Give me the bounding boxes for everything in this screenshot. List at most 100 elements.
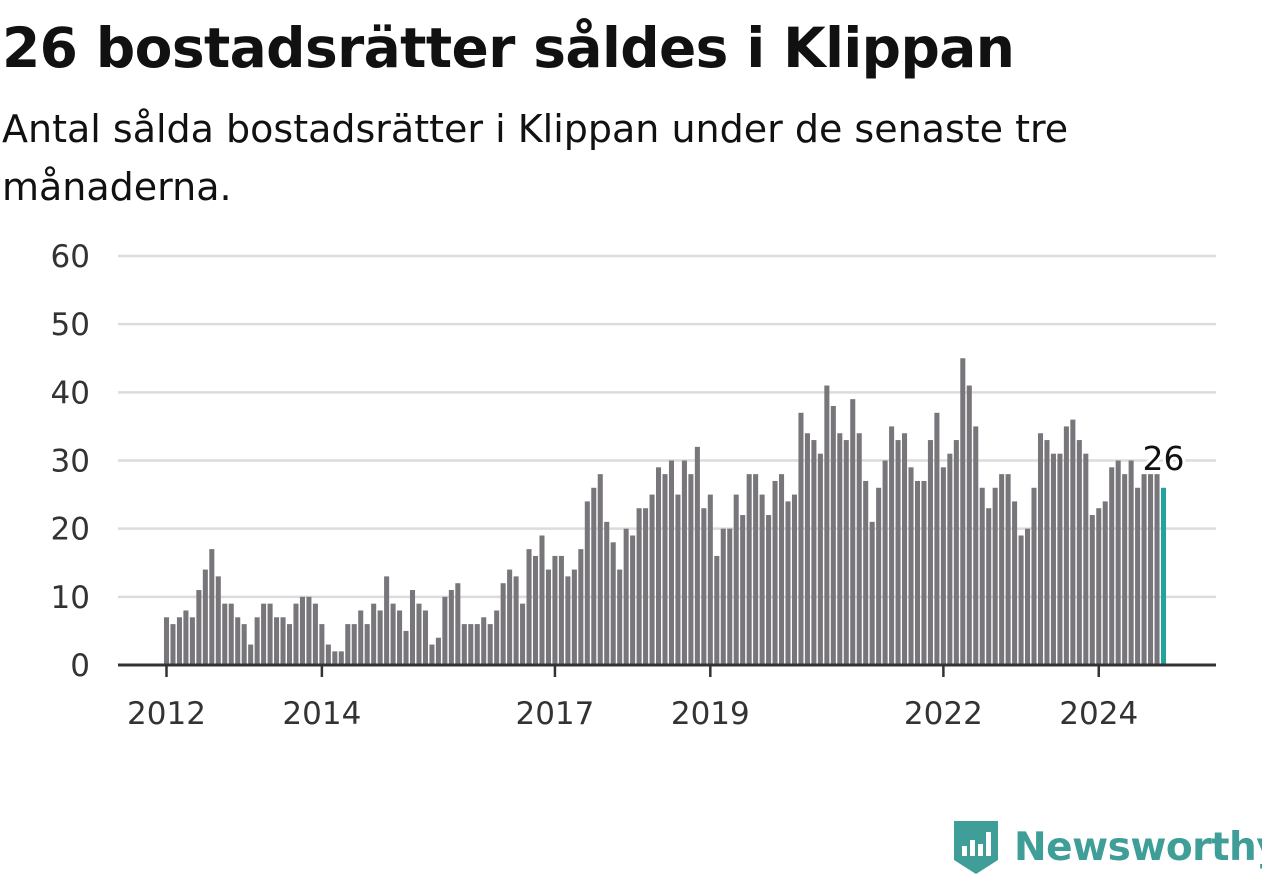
- bar-latest: [1160, 487, 1167, 665]
- bar: [753, 474, 759, 665]
- bar: [1128, 460, 1134, 665]
- bar: [1070, 419, 1076, 665]
- bar: [791, 494, 798, 665]
- bar: [565, 576, 571, 665]
- bar: [267, 603, 273, 665]
- bar-chart: 0 10 20 30 40 50 60 2012 2014 2017 2019 2022 2024 2…: [51, 239, 1216, 732]
- bar: [1102, 501, 1108, 665]
- bar: [636, 508, 642, 665]
- bar: [850, 399, 856, 665]
- bar: [163, 617, 170, 665]
- bar: [843, 440, 849, 665]
- y-tick-label: 10: [51, 580, 90, 616]
- bar: [584, 501, 590, 665]
- bar: [623, 528, 629, 665]
- bar: [345, 624, 351, 665]
- bar: [196, 590, 202, 665]
- bar: [630, 535, 636, 665]
- bar: [312, 603, 318, 665]
- bar: [953, 440, 959, 665]
- bar: [973, 426, 979, 665]
- bar: [481, 617, 487, 665]
- bar: [286, 624, 293, 665]
- bar: [604, 521, 610, 665]
- bar: [1063, 426, 1069, 665]
- bars: [163, 358, 1167, 665]
- bar: [202, 569, 208, 665]
- bar: [934, 412, 940, 665]
- bar: [921, 480, 927, 665]
- bar: [1012, 501, 1018, 665]
- bar: [1122, 474, 1128, 665]
- bar: [772, 480, 778, 665]
- bar: [1025, 528, 1031, 665]
- bar: [914, 480, 921, 665]
- bar: [856, 433, 862, 665]
- bar: [558, 555, 564, 665]
- bar: [319, 624, 325, 665]
- bar: [746, 474, 752, 665]
- bar: [545, 569, 551, 665]
- bar: [1109, 467, 1115, 665]
- bar: [409, 590, 416, 665]
- bar: [694, 446, 700, 665]
- x-tick-label: 2022: [904, 696, 983, 732]
- bar: [461, 624, 467, 665]
- bar: [1154, 474, 1160, 665]
- bar: [668, 460, 674, 665]
- y-tick-label: 60: [51, 239, 90, 275]
- y-axis: 0 10 20 30 40 50 60: [51, 239, 90, 684]
- bar: [332, 651, 338, 665]
- x-axis: 2012 2014 2017 2019 2022 2024: [127, 665, 1138, 732]
- bar: [1057, 453, 1063, 665]
- bar: [1037, 433, 1044, 665]
- bar: [662, 474, 668, 665]
- bar: [1083, 453, 1089, 665]
- chart-title: 26 bostadsrätter såldes i Klippan: [2, 16, 1015, 80]
- bar: [869, 521, 875, 665]
- bar: [617, 569, 623, 665]
- bar: [507, 569, 513, 665]
- bar: [384, 576, 390, 665]
- bar: [927, 440, 933, 665]
- bar: [785, 501, 791, 665]
- bar: [759, 494, 765, 665]
- bar: [876, 487, 882, 665]
- bar: [817, 453, 823, 665]
- bar: [455, 583, 461, 665]
- bar: [966, 385, 972, 665]
- bar: [448, 590, 454, 665]
- bar: [889, 426, 895, 665]
- bar: [1148, 474, 1154, 665]
- x-tick-label: 2024: [1059, 696, 1138, 732]
- bar: [487, 624, 493, 665]
- bar: [837, 433, 843, 665]
- bar: [766, 515, 772, 665]
- bar: [390, 603, 396, 665]
- bar: [895, 440, 901, 665]
- bar: [532, 555, 539, 665]
- bar: [241, 624, 247, 665]
- x-tick-label: 2012: [127, 696, 206, 732]
- bar: [824, 385, 830, 665]
- bar: [364, 624, 370, 665]
- bar: [597, 474, 603, 665]
- newsworthy-logo-icon: [954, 821, 998, 874]
- bar: [591, 487, 597, 665]
- bar: [727, 528, 733, 665]
- bar: [261, 603, 267, 665]
- bar: [1115, 460, 1121, 665]
- bar: [908, 467, 914, 665]
- bar: [1089, 515, 1095, 665]
- bar: [235, 617, 241, 665]
- bar: [494, 610, 500, 665]
- bar: [435, 637, 441, 665]
- bar: [526, 549, 532, 665]
- bar: [675, 494, 681, 665]
- chart-subtitle: Antal sålda bostadsrätter i Klippan unde…: [2, 107, 1069, 209]
- bar: [863, 480, 869, 665]
- bar: [254, 617, 260, 665]
- bar: [960, 358, 966, 665]
- x-tick-label: 2019: [671, 696, 750, 732]
- bar: [422, 610, 428, 665]
